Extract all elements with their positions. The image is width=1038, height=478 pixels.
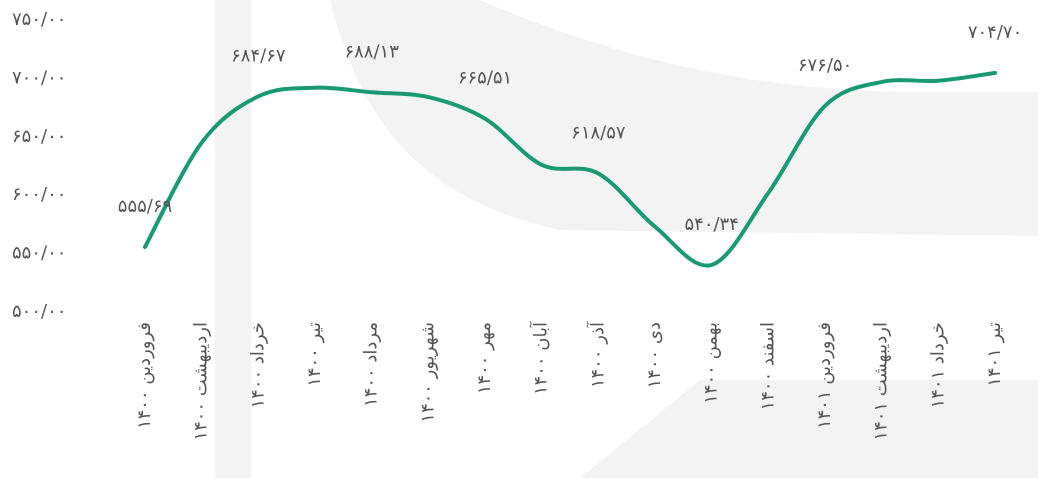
x-tick-label: فروردین ۱۴۰۱ (814, 322, 835, 429)
data-label: ۶۶۵/۵۱ (458, 68, 512, 89)
data-label: ۵۴۰/۳۴ (684, 214, 738, 235)
y-tick-label: ۶۰۰/۰۰ (12, 184, 66, 205)
x-tick-label: خرداد ۱۴۰۰ (247, 322, 268, 408)
data-label: ۶۱۸/۵۷ (571, 123, 626, 144)
x-tick-label: آبان ۱۴۰۰ (529, 321, 552, 395)
x-tick-label: دی ۱۴۰۰ (644, 322, 665, 389)
y-tick-label: ۷۵۰/۰۰ (12, 9, 66, 30)
y-tick-label: ۶۵۰/۰۰ (12, 126, 66, 147)
x-tick-label: مرداد ۱۴۰۰ (361, 322, 382, 407)
x-tick-label: فروردین ۱۴۰۰ (134, 322, 155, 429)
x-tick-label: خرداد ۱۴۰۱ (927, 322, 948, 408)
data-label: ۶۷۶/۵۰ (798, 55, 852, 76)
data-label: ۶۸۴/۶۷ (231, 45, 286, 66)
x-tick-label: مهر ۱۴۰۰ (474, 322, 495, 394)
x-tick-label: اسفند ۱۴۰۰ (757, 322, 778, 410)
y-tick-label: ۵۵۰/۰۰ (12, 243, 66, 264)
background-decoration (215, 0, 1038, 478)
y-tick-label: ۵۰۰/۰۰ (12, 301, 66, 322)
x-tick-label: تیر ۱۴۰۰ (304, 322, 325, 387)
y-tick-label: ۷۰۰/۰۰ (12, 67, 66, 88)
x-tick-label: بهمن ۱۴۰۰ (701, 322, 722, 404)
x-tick-label: آذر ۱۴۰۰ (585, 321, 608, 388)
bg-curve (330, 0, 1038, 236)
line (143, 70, 998, 268)
x-tick-label: شهریور ۱۴۰۰ (417, 322, 438, 423)
data-label: ۷۰۴/۷۰ (968, 22, 1022, 43)
bg-bar (215, 0, 251, 478)
x-tick-label: اردیبهشت ۱۴۰۱ (871, 322, 892, 441)
x-tick-label: تیر ۱۴۰۱ (984, 322, 1005, 387)
bg-shape (580, 380, 1038, 478)
x-tick-label: اردیبهشت ۱۴۰۰ (191, 322, 212, 441)
data-label: ۵۵۵/۶۹ (118, 196, 172, 217)
data-label: ۶۸۸/۱۳ (344, 41, 399, 62)
